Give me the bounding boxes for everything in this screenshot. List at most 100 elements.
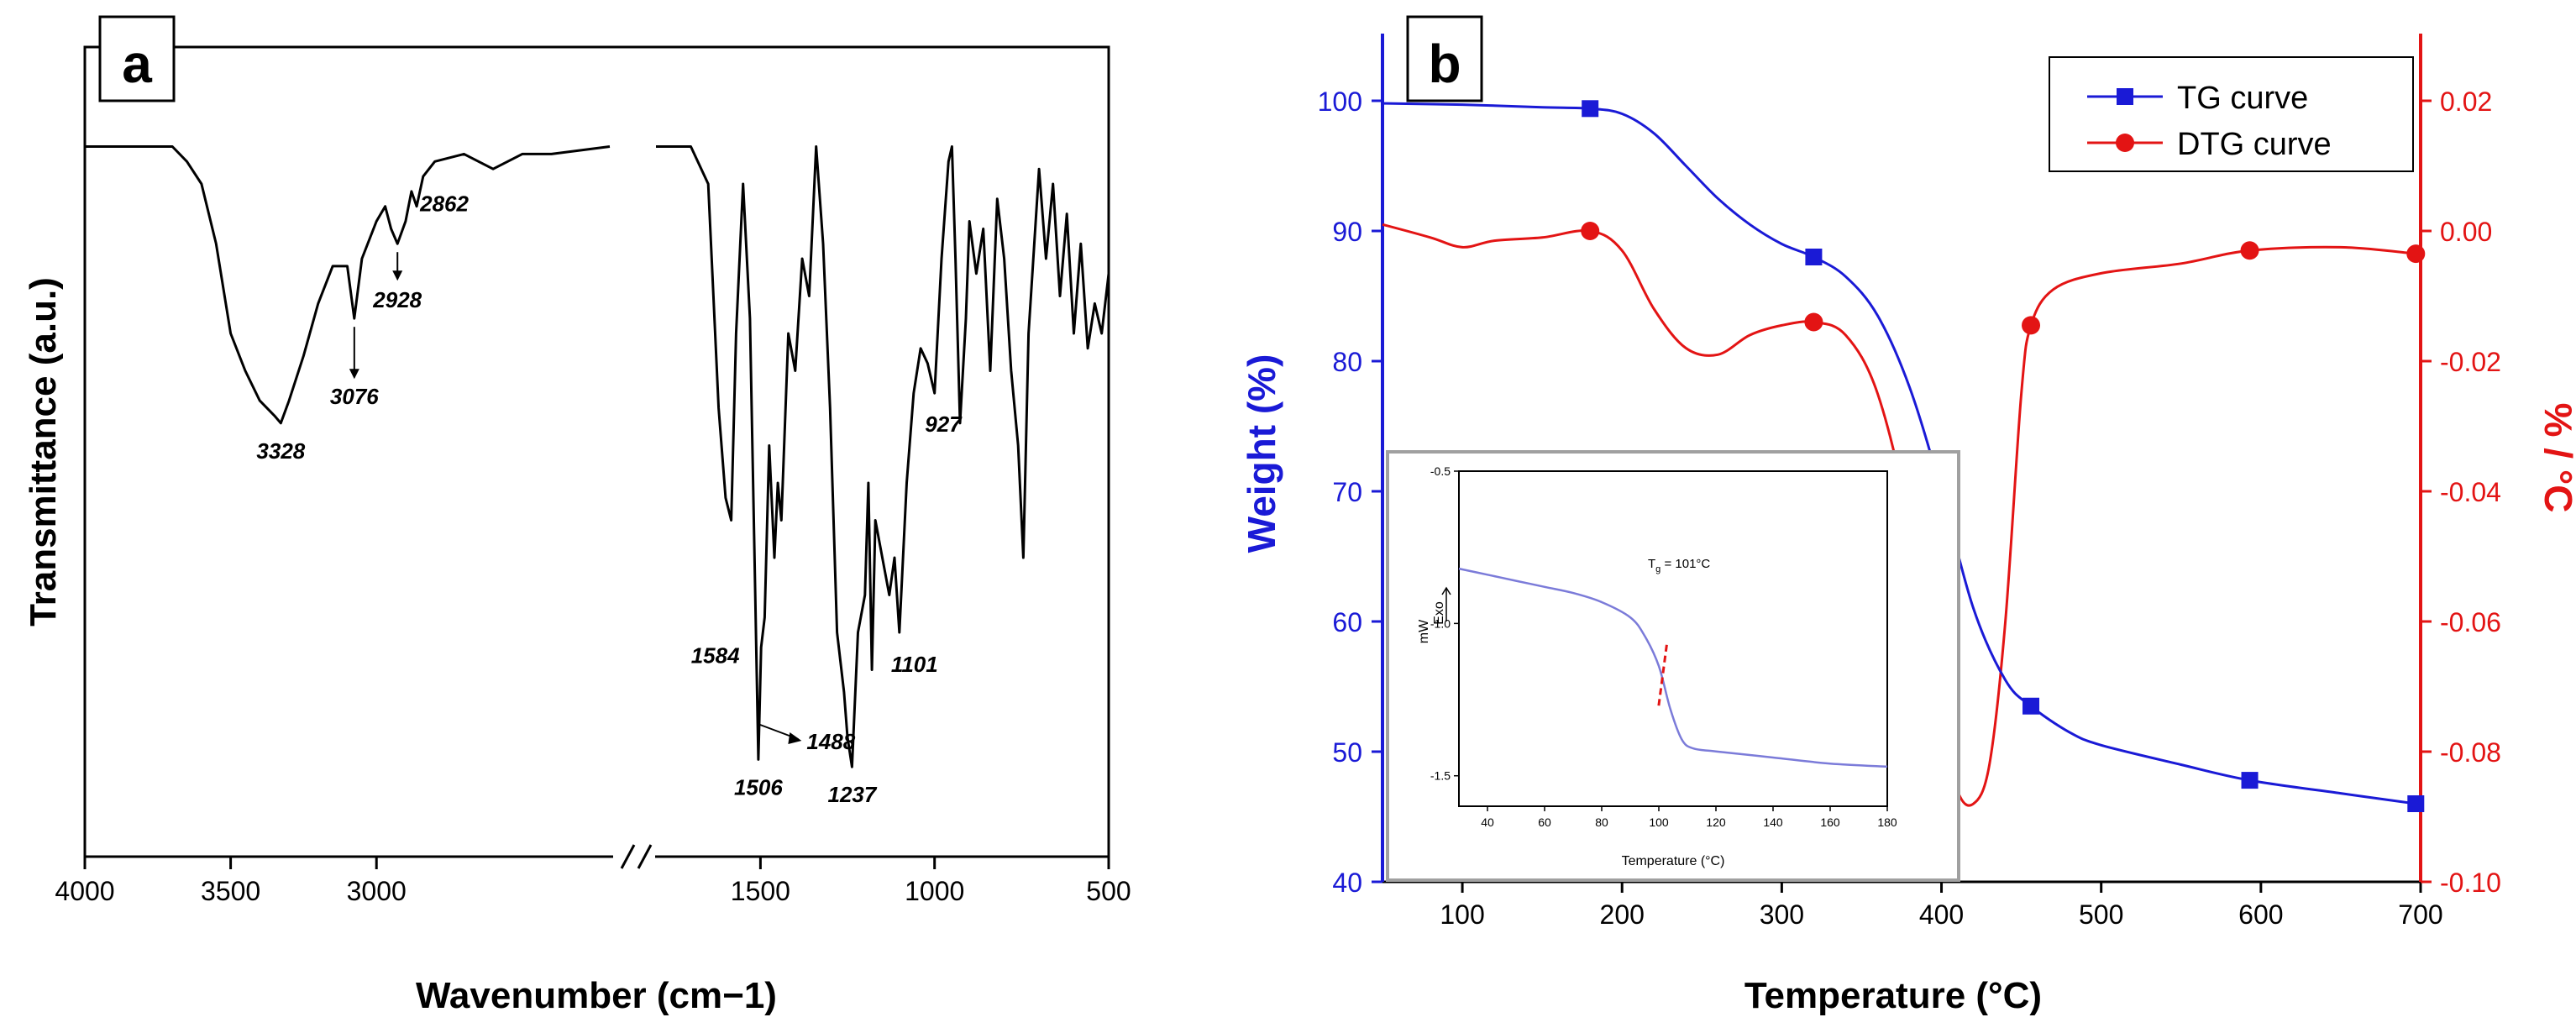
peak-label-2928: 2928 xyxy=(372,287,422,312)
panel-b-right-y-axis-label: % / °C xyxy=(2537,403,2576,513)
panel-b-y-tick-label: 50 xyxy=(1332,737,1362,768)
inset-y-tick-label: -1.5 xyxy=(1430,769,1451,783)
inset-x-tick-label: 140 xyxy=(1763,815,1783,829)
panel-b-y-ticks: 40 50 60 70 80 90 100 xyxy=(1318,87,1382,898)
inset-ticks: 40 60 80 100 120 140 160 180 -0.5 -1.0 -1.5 xyxy=(1430,464,1897,829)
panel-a-annotations: 3328 3076 2928 2862 1584 1506 1488 1237 1101 927 xyxy=(256,191,963,808)
panel-b-x-ticks: 100 200 300 400 500 600 700 xyxy=(1440,882,2443,930)
panel-a-x-tick-label: 1500 xyxy=(731,876,790,906)
panel-b-y-tick-label: 40 xyxy=(1332,868,1362,898)
axis-break-mark-right xyxy=(637,844,653,869)
panel-b-right-y-tick-label: -0.06 xyxy=(2440,607,2501,637)
peak-label-1506: 1506 xyxy=(734,774,783,800)
panel-b-markers xyxy=(1581,100,2426,812)
tg-marker xyxy=(2023,697,2040,715)
panel-a-frame xyxy=(83,45,1110,858)
inset-x-tick-label: 100 xyxy=(1649,815,1669,829)
panel-b-label: b xyxy=(1428,34,1461,94)
legend-tg-label: TG curve xyxy=(2177,81,2308,116)
annotation-arrow-head xyxy=(349,369,359,380)
panel-a-x-tick-label: 500 xyxy=(1086,876,1131,906)
tg-marker xyxy=(1805,249,1823,265)
panel-a-y-axis-label: Transmittance (a.u.) xyxy=(23,277,64,627)
inset-x-axis-label: Temperature (°C) xyxy=(1622,854,1725,868)
peak-label-2862: 2862 xyxy=(419,191,469,217)
panel-a-label-box xyxy=(98,15,176,102)
panel-b-right-y-tick-label: 0.00 xyxy=(2440,217,2492,247)
peak-label-1488: 1488 xyxy=(806,729,855,754)
legend: TG curve DTG curve xyxy=(2049,56,2414,172)
panel-b-y-tick-label: 70 xyxy=(1332,477,1362,507)
peak-label-927: 927 xyxy=(925,412,963,437)
panel-a-x-tick-label: 1000 xyxy=(905,876,964,906)
panel-b-y-axis-label: Weight (%) xyxy=(1240,354,1283,553)
panel-b-y-tick-label: 100 xyxy=(1318,87,1362,117)
ftir-spectrum-line xyxy=(85,145,1110,768)
inset-x-tick-label: 160 xyxy=(1820,815,1840,829)
inset-x-tick-label: 180 xyxy=(1877,815,1897,829)
inset-y-tick-label: -1.0 xyxy=(1430,616,1451,630)
legend-box xyxy=(2049,56,2414,172)
axis-break-mark-left xyxy=(620,844,636,869)
legend-tg-swatch-marker xyxy=(2117,88,2133,105)
panel-b-label-box xyxy=(1406,15,1483,102)
panel-b-x-tick-label: 100 xyxy=(1440,899,1484,930)
panel-b-right-y-tick-label: 0.02 xyxy=(2440,87,2492,117)
panel-b-x-tick-label: 700 xyxy=(2398,899,2442,930)
annotation-arrow-head xyxy=(788,732,802,744)
panel-b-x-tick-label: 500 xyxy=(2079,899,2123,930)
tg-annotation: Tg = 101°C xyxy=(1648,557,1710,574)
panel-b-x-axis-label: Temperature (°C) xyxy=(1744,975,2042,1016)
inset-frame xyxy=(1386,450,1960,882)
panel-a-x-tick-label: 4000 xyxy=(55,876,114,906)
panel-b: 100 200 300 400 500 600 700 40 50 60 70 80 90 100 -0… xyxy=(1240,15,2576,1016)
tg-marker xyxy=(2241,772,2259,789)
dtg-marker xyxy=(1581,222,1600,240)
panel-b-right-y-tick-label: -0.08 xyxy=(2440,737,2501,768)
legend-dtg-swatch-marker xyxy=(2116,134,2134,152)
panel-b-right-y-tick-label: -0.10 xyxy=(2440,868,2501,898)
inset: 40 60 80 100 120 140 160 180 -0.5 -1.0 -1.5 Tg = 1… xyxy=(1386,450,1960,882)
panel-b-x-tick-label: 200 xyxy=(1600,899,1645,930)
panel-b-right-y-tick-label: -0.02 xyxy=(2440,347,2501,377)
tg-marker xyxy=(1582,100,1599,118)
panel-b-x-tick-label: 300 xyxy=(1760,899,1804,930)
panel-a-label: a xyxy=(122,34,152,94)
legend-dtg-label: DTG curve xyxy=(2177,127,2332,162)
peak-label-3076: 3076 xyxy=(330,384,379,409)
panel-b-right-y-tick-label: -0.04 xyxy=(2440,477,2501,507)
panel-b-y-tick-label: 80 xyxy=(1332,347,1362,377)
dtg-marker xyxy=(2406,244,2426,264)
peak-label-3328: 3328 xyxy=(256,438,305,464)
panel-a: a 4000 3500 3000 1500 1000 500 3328 3076 2928 28… xyxy=(23,15,1131,1016)
tg-curve-line xyxy=(1382,102,2416,805)
panel-a-x-tick-label: 3000 xyxy=(347,876,407,906)
dtg-marker xyxy=(1804,312,1823,332)
inset-plot-area xyxy=(1458,470,1888,807)
inset-x-tick-label: 120 xyxy=(1706,815,1726,829)
inset-y-tick-label: -0.5 xyxy=(1430,464,1451,478)
dsc-curve-line xyxy=(1458,567,1888,768)
inset-y-axis-label: mW xyxy=(1417,619,1431,643)
inset-x-tick-label: 60 xyxy=(1538,815,1551,829)
dtg-marker xyxy=(2022,316,2041,335)
inset-x-tick-label: 80 xyxy=(1595,815,1608,829)
tg-marker xyxy=(2407,795,2425,812)
peak-label-1101: 1101 xyxy=(891,652,938,677)
panel-a-x-axis-label: Wavenumber (cm−1) xyxy=(416,975,777,1016)
inset-exo-label: Exo xyxy=(1432,601,1446,625)
exo-arrow-head xyxy=(1441,586,1451,595)
dtg-marker xyxy=(2240,241,2259,260)
panel-a-x-tick-label: 3500 xyxy=(201,876,260,906)
panel-b-x-tick-label: 400 xyxy=(1919,899,1964,930)
annotation-arrow-head xyxy=(392,270,403,281)
panel-b-y-tick-label: 60 xyxy=(1332,607,1362,637)
panel-b-x-tick-label: 600 xyxy=(2238,899,2283,930)
panel-b-y-tick-label: 90 xyxy=(1332,217,1362,247)
panel-b-right-y-ticks: -0.10 -0.08 -0.06 -0.04 -0.02 0.00 0.02 xyxy=(2421,87,2501,898)
panel-a-x-ticks: 4000 3500 3000 1500 1000 500 xyxy=(55,857,1131,906)
inset-x-tick-label: 40 xyxy=(1481,815,1494,829)
peak-label-1237: 1237 xyxy=(828,782,878,807)
peak-label-1584: 1584 xyxy=(691,643,740,669)
